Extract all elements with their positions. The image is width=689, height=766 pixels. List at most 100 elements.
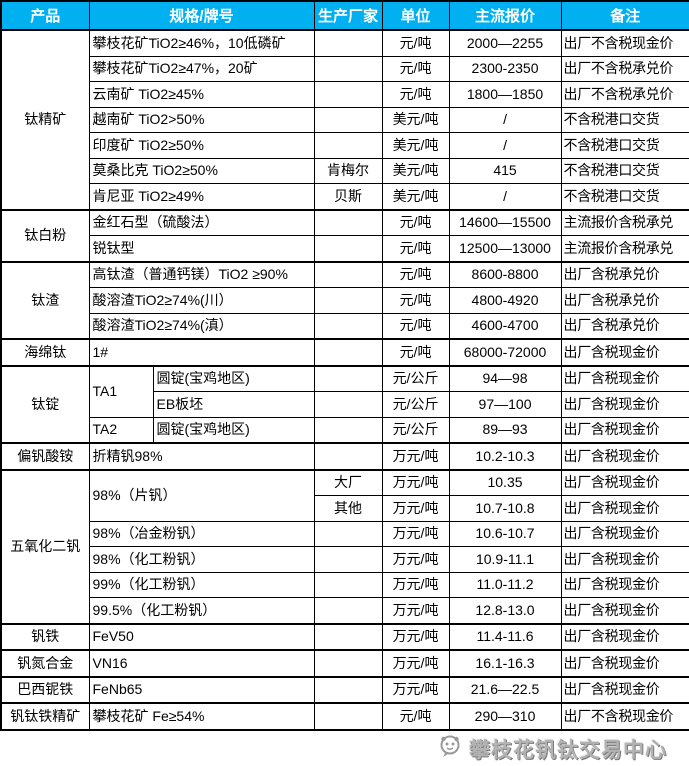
- spec-cell: 金红石型（硫酸法）: [88, 208, 315, 236]
- manufacturer-cell: [313, 675, 383, 704]
- spec-cell: 99.5%（化工粉钒）: [88, 597, 315, 624]
- product-cell: 钒氮合金: [0, 649, 90, 677]
- note-cell: 出厂含税现金价: [560, 546, 689, 573]
- table-row: 五氧化二钒 98%（片钒） 大厂 万元/吨 10.35 出厂含税现金价: [0, 468, 689, 624]
- spec-cell: 锐钛型: [88, 235, 315, 262]
- manufacturer-cell: [313, 235, 383, 262]
- spec-cell: 云南矿 TiO2≥45%: [88, 81, 315, 108]
- product-cell: 钛渣: [0, 260, 90, 340]
- table-row: 钒氮合金 VN16 万元/吨 16.1-16.3 出厂含税现金价: [0, 649, 689, 677]
- price-cell: 12.8-13.0: [448, 597, 562, 624]
- unit-cell: 万元/吨: [381, 520, 450, 547]
- table-row: 钛锭 TA1 圆锭(宝鸡地区) 元/公斤 94—98 出厂含税现金价: [0, 364, 689, 444]
- product-cell: 钛锭: [0, 364, 90, 444]
- manufacturer-cell: [313, 546, 383, 573]
- table-row: TA2 圆锭(宝鸡地区) 元/公斤 89—93 出厂含税现金价: [1, 416, 689, 444]
- product-cell: 钒铁: [0, 622, 90, 651]
- manufacturer-cell: [313, 55, 383, 82]
- table-row: 98%（冶金粉钒） 万元/吨 10.6-10.7 出厂含税现金价: [1, 520, 689, 547]
- unit-cell: 元/吨: [381, 29, 450, 57]
- price-cell: 2300-2350: [448, 55, 562, 82]
- product-cell: 海绵钛: [0, 338, 90, 366]
- table-row: 云南矿 TiO2≥45% 元/吨 1800—1850 出厂不含税承兑价: [1, 81, 689, 108]
- note-cell: 不含税港口交货: [560, 157, 689, 184]
- col-header-price: 主流报价: [448, 0, 562, 31]
- watermark: 攀枝花钒钛交易中心: [0, 734, 689, 764]
- note-cell: 出厂不含税现金价: [560, 29, 689, 57]
- price-cell: 415: [448, 157, 562, 184]
- manufacturer-cell: [313, 622, 383, 651]
- note-cell: 不含税港口交货: [560, 106, 689, 133]
- product-cell: 巴西铌铁: [0, 675, 90, 704]
- watermark-text: 攀枝花钒钛交易中心: [469, 738, 667, 762]
- table-row: 钛精矿 攀枝花矿TiO2≥46%，10低磷矿 元/吨 2000—2255 出厂不…: [0, 29, 689, 210]
- spec-cell: FeV50: [88, 622, 315, 651]
- note-cell: 出厂含税现金价: [560, 416, 689, 444]
- unit-cell: 美元/吨: [381, 183, 450, 210]
- unit-cell: 美元/吨: [381, 157, 450, 184]
- unit-cell: 元/公斤: [381, 364, 450, 392]
- spec-grade-cell: TA1: [88, 364, 154, 418]
- unit-cell: 万元/吨: [381, 495, 450, 522]
- price-cell: 97—100: [448, 391, 562, 418]
- spec-cell: 越南矿 TiO2>50%: [88, 106, 315, 133]
- price-table: 产品 规格/牌号 生产厂家 单位 主流报价 备注 钛精矿 攀枝花矿TiO2≥46…: [0, 0, 689, 731]
- note-cell: 出厂不含税承兑价: [560, 55, 689, 82]
- unit-cell: 元/吨: [381, 260, 450, 288]
- price-cell: 14600—15500: [448, 208, 562, 236]
- unit-cell: 美元/吨: [381, 132, 450, 159]
- table-row: 偏钒酸铵 折精钒98% 万元/吨 10.2-10.3 出厂含税现金价: [0, 442, 689, 470]
- manufacturer-cell: [313, 649, 383, 677]
- product-cell: 钒钛铁精矿: [0, 702, 90, 730]
- price-cell: 11.0-11.2: [448, 571, 562, 598]
- unit-cell: 元/吨: [381, 81, 450, 108]
- unit-cell: 万元/吨: [381, 571, 450, 598]
- col-header-note: 备注: [560, 0, 689, 31]
- note-cell: 出厂含税现金价: [560, 622, 689, 651]
- price-cell: 21.6—22.5: [448, 675, 562, 704]
- price-cell: 68000-72000: [448, 338, 562, 366]
- col-header-product: 产品: [0, 0, 90, 31]
- spec-cell: 98%（化工粉钒）: [88, 546, 315, 573]
- spec-cell: 攀枝花矿 Fe≥54%: [88, 702, 315, 730]
- price-cell: 11.4-11.6: [448, 622, 562, 651]
- table-row: 99.5%（化工粉钒） 万元/吨 12.8-13.0 出厂含税现金价: [1, 597, 689, 624]
- price-cell: 89—93: [448, 416, 562, 444]
- spec-cell: 攀枝花矿TiO2≥47%，20矿: [88, 55, 315, 82]
- note-cell: 出厂不含税承兑价: [560, 81, 689, 108]
- manufacturer-cell: [313, 702, 383, 730]
- manufacturer-cell: 其他: [313, 495, 383, 522]
- price-cell: 16.1-16.3: [448, 649, 562, 677]
- unit-cell: 万元/吨: [381, 597, 450, 624]
- spec-type-cell: 圆锭(宝鸡地区): [152, 416, 315, 444]
- note-cell: 出厂含税现金价: [560, 442, 689, 470]
- price-cell: 4800-4920: [448, 287, 562, 314]
- manufacturer-cell: [313, 571, 383, 598]
- unit-cell: 元/吨: [381, 287, 450, 314]
- col-header-manufacturer: 生产厂家: [313, 0, 383, 31]
- price-cell: 1800—1850: [448, 81, 562, 108]
- table-row: 钛白粉 金红石型（硫酸法） 元/吨 14600—15500 主流报价含税承兑: [0, 208, 689, 262]
- table-row: 99%（化工粉钒） 万元/吨 11.0-11.2 出厂含税现金价: [1, 571, 689, 598]
- unit-cell: 元/吨: [381, 208, 450, 236]
- price-cell: 4600-4700: [448, 312, 562, 340]
- note-cell: 出厂含税现金价: [560, 364, 689, 392]
- panda-chat-icon: [437, 734, 463, 763]
- note-cell: 出厂含税承兑价: [560, 260, 689, 288]
- table-row: 攀枝花矿TiO2≥47%，20矿 元/吨 2300-2350 出厂不含税承兑价: [1, 55, 689, 82]
- price-cell: 12500—13000: [448, 235, 562, 262]
- price-cell: /: [448, 106, 562, 133]
- table-row: 海绵钛 1# 元/吨 68000-72000 出厂含税现金价: [0, 338, 689, 366]
- manufacturer-cell: [313, 132, 383, 159]
- note-cell: 出厂含税现金价: [560, 391, 689, 418]
- unit-cell: 元/吨: [381, 702, 450, 730]
- spec-cell: 酸溶渣TiO2≥74%(滇）: [88, 312, 315, 340]
- product-cell: 钛白粉: [0, 208, 90, 262]
- table-row: 巴西铌铁 FeNb65 万元/吨 21.6—22.5 出厂含税现金价: [0, 675, 689, 704]
- unit-cell: 元/吨: [381, 312, 450, 340]
- unit-cell: 万元/吨: [381, 546, 450, 573]
- spec-cell: 高钛渣（普通钙镁）TiO2 ≥90%: [88, 260, 315, 288]
- price-cell: 10.35: [448, 468, 562, 496]
- table-row: 肯尼亚 TiO2≥49% 贝斯 美元/吨 / 不含税港口交货: [1, 183, 689, 210]
- spec-cell: 攀枝花矿TiO2≥46%，10低磷矿: [88, 29, 315, 57]
